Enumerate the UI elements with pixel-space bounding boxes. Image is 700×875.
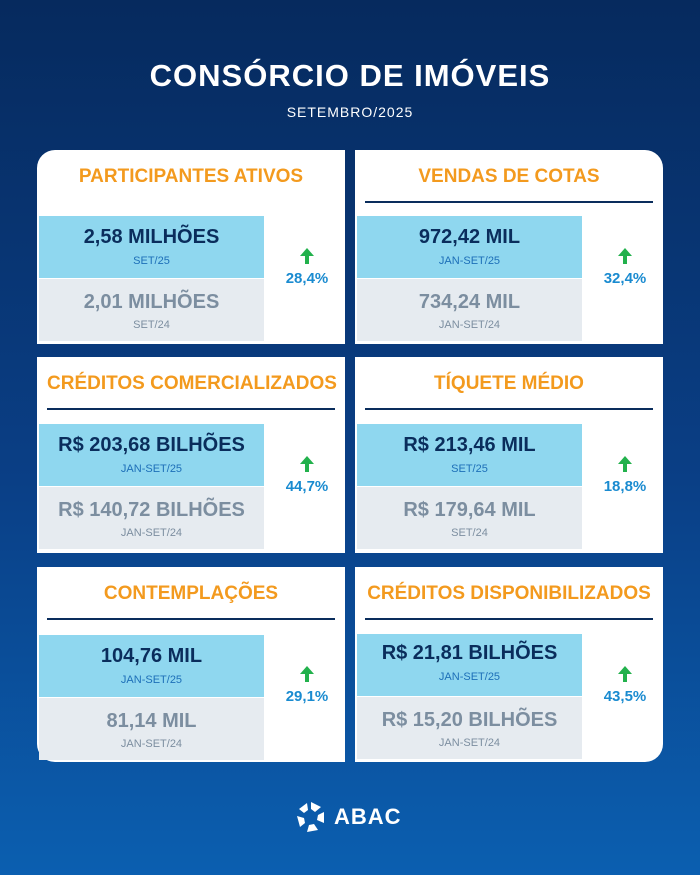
current-stat: 2,58 MILHÕES SET/25 bbox=[39, 216, 264, 278]
growth-percent: 29,1% bbox=[285, 688, 329, 705]
current-stat: R$ 213,46 MIL SET/25 bbox=[357, 424, 582, 486]
title-underline bbox=[47, 408, 335, 410]
current-period: SET/25 bbox=[451, 463, 488, 475]
card-creditos-disponibilizados: CRÉDITOS DISPONIBILIZADOS R$ 21,81 BILHÕ… bbox=[355, 567, 663, 762]
previous-period: JAN-SET/24 bbox=[120, 738, 183, 750]
previous-value: 734,24 MIL bbox=[418, 291, 521, 313]
growth-indicator: 32,4% bbox=[595, 248, 655, 287]
current-value: R$ 213,46 MIL bbox=[403, 434, 536, 456]
previous-period: JAN-SET/24 bbox=[438, 319, 501, 331]
card-participantes-ativos: PARTICIPANTES ATIVOS 2,58 MILHÕES SET/25… bbox=[37, 150, 345, 344]
current-period: JAN-SET/25 bbox=[120, 674, 183, 686]
previous-stat: R$ 140,72 BILHÕES JAN-SET/24 bbox=[39, 487, 264, 549]
abac-logo-icon bbox=[297, 802, 324, 832]
growth-percent: 18,8% bbox=[603, 478, 647, 495]
arrow-up-icon bbox=[618, 456, 632, 472]
card-title: CONTEMPLAÇÕES bbox=[103, 583, 279, 604]
previous-stat: R$ 179,64 MIL SET/24 bbox=[357, 487, 582, 549]
current-period: JAN-SET/25 bbox=[438, 671, 501, 683]
previous-value: 2,01 MILHÕES bbox=[83, 291, 220, 313]
title-underline bbox=[365, 408, 653, 410]
card-vendas-de-cotas: VENDAS DE COTAS 972,42 MIL JAN-SET/25 73… bbox=[355, 150, 663, 344]
growth-percent: 32,4% bbox=[603, 270, 647, 287]
page-title: CONSÓRCIO DE IMÓVEIS bbox=[149, 58, 551, 93]
current-period: SET/25 bbox=[133, 255, 170, 267]
page-header: CONSÓRCIO DE IMÓVEIS SETEMBRO/2025 bbox=[0, 58, 700, 120]
page-subtitle: SETEMBRO/2025 bbox=[286, 104, 414, 120]
current-value: 972,42 MIL bbox=[418, 226, 521, 248]
title-underline bbox=[47, 618, 335, 620]
previous-value: R$ 140,72 BILHÕES bbox=[58, 499, 245, 521]
abac-logo-text: ABAC bbox=[334, 804, 402, 829]
arrow-up-icon bbox=[300, 666, 314, 682]
previous-stat: 734,24 MIL JAN-SET/24 bbox=[357, 279, 582, 341]
arrow-up-icon bbox=[618, 248, 632, 264]
current-value: R$ 21,81 BILHÕES bbox=[381, 642, 558, 664]
previous-period: JAN-SET/24 bbox=[120, 527, 183, 539]
abac-logo: ABAC bbox=[294, 800, 402, 834]
title-underline bbox=[365, 618, 653, 620]
previous-value: R$ 15,20 BILHÕES bbox=[381, 709, 558, 731]
previous-stat: 81,14 MIL JAN-SET/24 bbox=[39, 698, 264, 760]
growth-percent: 43,5% bbox=[603, 688, 647, 705]
growth-indicator: 44,7% bbox=[277, 456, 337, 495]
previous-value: 81,14 MIL bbox=[106, 710, 197, 732]
current-stat: 104,76 MIL JAN-SET/25 bbox=[39, 635, 264, 697]
previous-period: SET/24 bbox=[451, 527, 488, 539]
arrow-up-icon bbox=[300, 248, 314, 264]
current-value: 104,76 MIL bbox=[100, 645, 203, 667]
growth-indicator: 43,5% bbox=[595, 666, 655, 705]
current-stat: R$ 203,68 BILHÕES JAN-SET/25 bbox=[39, 424, 264, 486]
previous-value: R$ 179,64 MIL bbox=[403, 499, 536, 521]
growth-indicator: 28,4% bbox=[277, 248, 337, 287]
growth-indicator: 29,1% bbox=[277, 666, 337, 705]
card-title: PARTICIPANTES ATIVOS bbox=[78, 166, 304, 187]
card-title: CRÉDITOS COMERCIALIZADOS bbox=[47, 373, 337, 394]
arrow-up-icon bbox=[618, 666, 632, 682]
previous-stat: 2,01 MILHÕES SET/24 bbox=[39, 279, 264, 341]
growth-percent: 44,7% bbox=[285, 478, 329, 495]
card-title: TÍQUETE MÉDIO bbox=[434, 373, 584, 394]
growth-percent: 28,4% bbox=[285, 270, 329, 287]
current-period: JAN-SET/25 bbox=[120, 463, 183, 475]
current-value: 2,58 MILHÕES bbox=[83, 226, 220, 248]
arrow-up-icon bbox=[300, 456, 314, 472]
card-title: CRÉDITOS DISPONIBILIZADOS bbox=[367, 583, 651, 604]
previous-stat: R$ 15,20 BILHÕES JAN-SET/24 bbox=[357, 697, 582, 759]
card-tiquete-medio: TÍQUETE MÉDIO R$ 213,46 MIL SET/25 R$ 17… bbox=[355, 357, 663, 553]
previous-period: JAN-SET/24 bbox=[438, 737, 501, 749]
card-contemplacoes: CONTEMPLAÇÕES 104,76 MIL JAN-SET/25 81,1… bbox=[37, 567, 345, 762]
card-creditos-comercializados: CRÉDITOS COMERCIALIZADOS R$ 203,68 BILHÕ… bbox=[37, 357, 345, 553]
title-underline bbox=[365, 201, 653, 203]
current-stat: R$ 21,81 BILHÕES JAN-SET/25 bbox=[357, 634, 582, 696]
card-title: VENDAS DE COTAS bbox=[418, 166, 600, 187]
previous-period: SET/24 bbox=[133, 319, 170, 331]
current-value: R$ 203,68 BILHÕES bbox=[58, 434, 245, 456]
current-stat: 972,42 MIL JAN-SET/25 bbox=[357, 216, 582, 278]
growth-indicator: 18,8% bbox=[595, 456, 655, 495]
current-period: JAN-SET/25 bbox=[438, 255, 501, 267]
